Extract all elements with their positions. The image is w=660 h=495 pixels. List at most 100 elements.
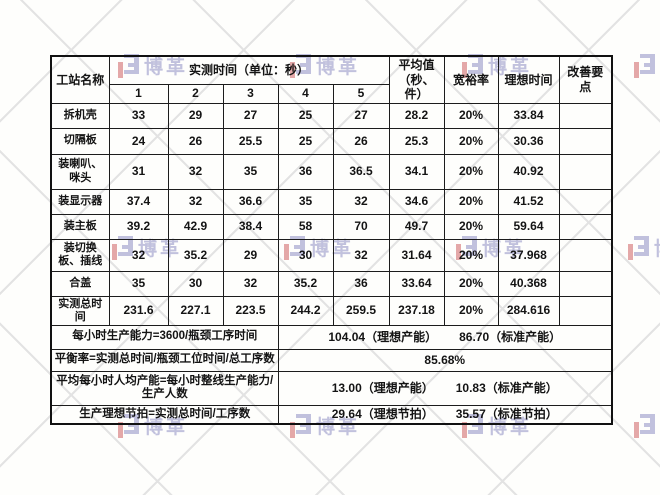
improvement-cell bbox=[558, 213, 613, 240]
time-value: 32 bbox=[167, 188, 224, 215]
trial-2-header: 2 bbox=[167, 83, 224, 104]
table-row: 装显示器 37.4 32 36.6 35 32 34.6 20% 41.52 bbox=[50, 188, 613, 215]
station-name: 装显示器 bbox=[50, 188, 110, 215]
ideal-time-value: 284.616 bbox=[497, 295, 560, 326]
improvement-cell bbox=[558, 153, 613, 190]
allowance-rate-column-header: 宽裕率 bbox=[443, 55, 499, 104]
summary-value-ideal: 104.04（理想产能） bbox=[328, 330, 438, 345]
summary-row-capacity: 每小时生产能力=3600/瓶颈工序时间 104.04（理想产能） 86.70（标准… bbox=[50, 324, 613, 350]
trial-5-header: 5 bbox=[332, 83, 390, 104]
station-name: 拆机壳 bbox=[50, 102, 110, 129]
time-value: 32 bbox=[108, 238, 169, 272]
time-value: 27 bbox=[222, 102, 279, 129]
improvement-cell bbox=[558, 238, 613, 272]
station-name: 装主板 bbox=[50, 213, 110, 240]
summary-row-balance-rate: 平衡率=实测总时间/瓶颈工位时间/总工序数 85.68% bbox=[50, 348, 613, 372]
ideal-time-value: 40.368 bbox=[497, 270, 560, 297]
time-value: 32 bbox=[332, 188, 390, 215]
improvement-cell bbox=[558, 188, 613, 215]
time-value: 30 bbox=[167, 270, 224, 297]
time-value: 244.2 bbox=[277, 295, 334, 326]
summary-label: 平衡率=实测总时间/瓶颈工位时间/总工序数 bbox=[50, 348, 279, 372]
average-value: 25.3 bbox=[388, 127, 445, 155]
ideal-time-value: 41.52 bbox=[497, 188, 560, 215]
time-value: 259.5 bbox=[332, 295, 390, 326]
average-column-header: 平均值（秒、件） bbox=[388, 55, 445, 104]
improvement-column-header: 改善要点 bbox=[558, 55, 613, 104]
allowance-value: 20% bbox=[443, 295, 499, 326]
summary-value-ideal: 13.00（理想产能） bbox=[331, 381, 434, 396]
ideal-time-value: 37.968 bbox=[497, 238, 560, 272]
average-value: 33.64 bbox=[388, 270, 445, 297]
summary-label: 每小时生产能力=3600/瓶颈工序时间 bbox=[50, 324, 279, 350]
time-value: 29 bbox=[222, 238, 279, 272]
header-row-trials: 1 2 3 4 5 bbox=[51, 83, 612, 104]
allowance-value: 20% bbox=[443, 102, 499, 129]
time-value: 36 bbox=[277, 153, 334, 190]
allowance-value: 20% bbox=[443, 188, 499, 215]
average-value: 237.18 bbox=[388, 295, 445, 326]
station-name: 实测总时间 bbox=[50, 295, 110, 326]
time-value: 37.4 bbox=[108, 188, 169, 215]
station-name: 装切换板、插线 bbox=[50, 238, 110, 272]
summary-value: 85.68% bbox=[277, 348, 613, 372]
time-study-table: 工站名称 实测时间（单位：秒） 平均值（秒、件） 宽裕率 理想时间 改善要点 1… bbox=[50, 55, 614, 426]
summary-value-single: 85.68% bbox=[424, 353, 466, 368]
table-row: 切隔板 24 26 25.5 25 26 25.3 20% 30.36 bbox=[50, 127, 613, 155]
time-value: 25 bbox=[277, 102, 334, 129]
time-value: 32 bbox=[167, 153, 224, 190]
time-value: 33 bbox=[108, 102, 169, 129]
time-value: 25.5 bbox=[222, 127, 279, 155]
time-value: 35 bbox=[222, 153, 279, 190]
time-value: 31 bbox=[108, 153, 169, 190]
station-name: 合盖 bbox=[50, 270, 110, 297]
summary-value: 29.64（理想节拍） 35.57（标准节拍） bbox=[277, 404, 613, 425]
allowance-value: 20% bbox=[443, 153, 499, 190]
time-value: 30 bbox=[277, 238, 334, 272]
average-value: 31.64 bbox=[388, 238, 445, 272]
table-row: 装主板 39.2 42.9 38.4 58 70 49.7 20% 59.64 bbox=[50, 213, 613, 240]
allowance-value: 20% bbox=[443, 213, 499, 240]
measured-time-header: 实测时间（单位：秒） bbox=[108, 55, 390, 85]
summary-label: 平均每小时人均产能=每小时整线生产能力/生产人数 bbox=[50, 370, 279, 406]
time-value: 42.9 bbox=[167, 213, 224, 240]
summary-value: 104.04（理想产能） 86.70（标准产能） bbox=[277, 324, 613, 350]
ideal-time-value: 40.92 bbox=[497, 153, 560, 190]
time-value: 231.6 bbox=[108, 295, 169, 326]
time-value: 29 bbox=[167, 102, 224, 129]
table-row: 装喇叭、咪头 31 32 35 36 36.5 34.1 20% 40.92 bbox=[50, 153, 613, 190]
allowance-value: 20% bbox=[443, 127, 499, 155]
average-value: 34.6 bbox=[388, 188, 445, 215]
summary-value: 13.00（理想产能） 10.83（标准产能） bbox=[277, 370, 613, 406]
summary-value-standard: 10.83（标准产能） bbox=[455, 381, 558, 396]
table-row: 合盖 35 30 32 35.2 36 33.64 20% 40.368 bbox=[50, 270, 613, 297]
time-value: 36 bbox=[332, 270, 390, 297]
station-column-header: 工站名称 bbox=[50, 55, 110, 104]
summary-row-takt-time: 生产理想节拍=实测总时间/工序数 29.64（理想节拍） 35.57（标准节拍） bbox=[50, 404, 613, 425]
table-row: 装切换板、插线 32 35.2 29 30 32 31.64 20% 37.96… bbox=[50, 238, 613, 272]
improvement-cell bbox=[558, 127, 613, 155]
station-name: 切隔板 bbox=[50, 127, 110, 155]
summary-row-per-person-capacity: 平均每小时人均产能=每小时整线生产能力/生产人数 13.00（理想产能） 10.8… bbox=[50, 370, 613, 406]
average-value: 28.2 bbox=[388, 102, 445, 129]
improvement-cell bbox=[558, 270, 613, 297]
time-value: 227.1 bbox=[167, 295, 224, 326]
time-value: 26 bbox=[167, 127, 224, 155]
time-value: 39.2 bbox=[108, 213, 169, 240]
allowance-value: 20% bbox=[443, 270, 499, 297]
average-value: 34.1 bbox=[388, 153, 445, 190]
time-value: 26 bbox=[332, 127, 390, 155]
time-value: 35 bbox=[277, 188, 334, 215]
summary-value-standard: 35.57（标准节拍） bbox=[455, 407, 558, 422]
summary-label: 生产理想节拍=实测总时间/工序数 bbox=[50, 404, 279, 425]
time-value: 223.5 bbox=[222, 295, 279, 326]
time-value: 27 bbox=[332, 102, 390, 129]
time-value: 32 bbox=[222, 270, 279, 297]
trial-4-header: 4 bbox=[277, 83, 334, 104]
time-value: 24 bbox=[108, 127, 169, 155]
ideal-time-value: 33.84 bbox=[497, 102, 560, 129]
time-value: 36.6 bbox=[222, 188, 279, 215]
ideal-time-value: 30.36 bbox=[497, 127, 560, 155]
time-value: 35.2 bbox=[277, 270, 334, 297]
